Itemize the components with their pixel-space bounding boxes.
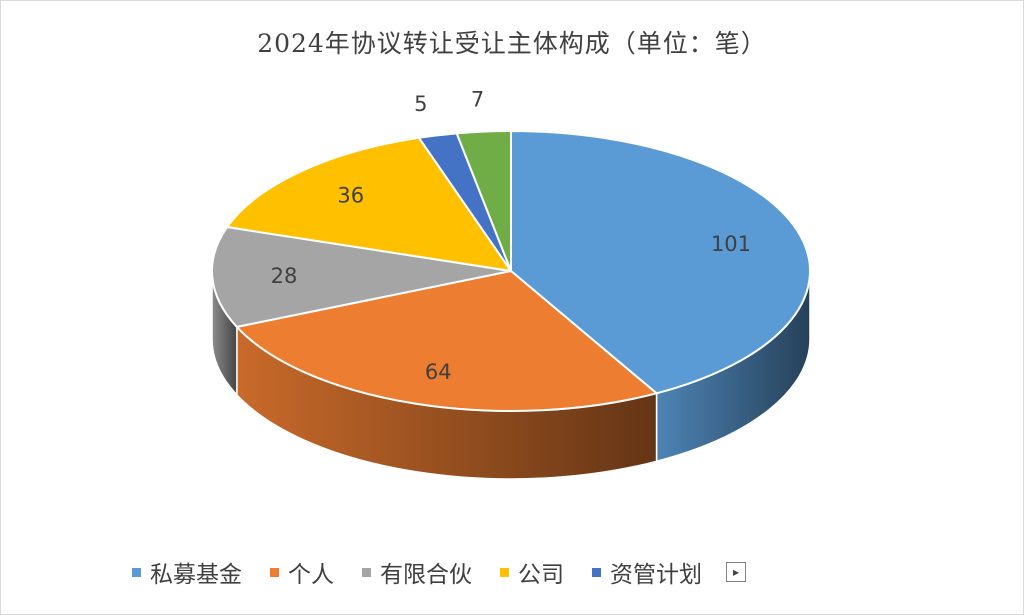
legend-swatch: [270, 567, 279, 577]
chart-title: 2024年协议转让受让主体构成（单位：笔）: [257, 29, 767, 58]
chart-legend: 私募基金 个人 有限合伙 公司 资管计划 ▸: [132, 556, 746, 588]
legend-label: 私募基金: [150, 562, 242, 588]
legend-label: 有限合伙: [380, 562, 472, 588]
data-label-个人-1: 64: [425, 360, 452, 384]
legend-swatch: [362, 567, 371, 577]
data-label-有限合伙-2: 28: [271, 264, 298, 288]
pie-top-slices: [211, 130, 811, 412]
legend-item-4: 资管计划: [592, 555, 702, 589]
data-label-slice-5: 7: [471, 88, 484, 112]
legend-swatch: [500, 567, 509, 577]
data-label-私募基金-0: 101: [711, 232, 751, 256]
legend-scroll-icon[interactable]: ▸: [726, 562, 746, 582]
pie-slice-slice-5: [455, 130, 512, 272]
legend-item-1: 个人: [270, 555, 334, 589]
pie-data-labels: 101 64 28 36 5 7: [271, 88, 751, 384]
pie-slice-私募基金-0: [510, 130, 811, 395]
legend-item-3: 公司: [500, 555, 564, 589]
pie-slice-公司-3: [226, 136, 512, 272]
pie-slice-有限合伙-2: [211, 226, 512, 328]
data-label-公司-3: 36: [337, 184, 364, 208]
legend-label: 个人: [288, 562, 334, 588]
legend-label: 公司: [518, 562, 564, 588]
legend-label: 资管计划: [610, 562, 702, 588]
legend-swatch: [132, 567, 141, 577]
legend-item-2: 有限合伙: [362, 555, 472, 589]
data-label-资管计划-4: 5: [414, 92, 427, 116]
legend-swatch: [592, 567, 601, 577]
legend-item-0: 私募基金: [132, 555, 242, 589]
